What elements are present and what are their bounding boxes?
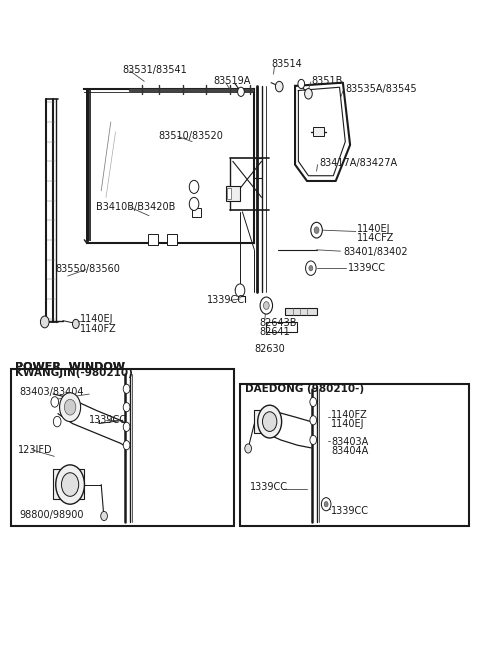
Text: 83403/83404: 83403/83404	[20, 387, 84, 397]
Circle shape	[311, 222, 323, 238]
Bar	[148, 234, 157, 244]
Circle shape	[72, 319, 79, 328]
Circle shape	[56, 465, 84, 504]
Circle shape	[123, 422, 130, 432]
Circle shape	[276, 81, 283, 92]
Bar	[313, 127, 324, 137]
Text: 83404A: 83404A	[331, 446, 368, 456]
Circle shape	[123, 441, 130, 450]
Polygon shape	[254, 411, 276, 434]
Text: 1339CC: 1339CC	[89, 415, 127, 425]
Text: 1339CC: 1339CC	[250, 482, 288, 492]
Circle shape	[310, 397, 317, 407]
Text: 98800/98900: 98800/98900	[20, 510, 84, 520]
Text: 114CFZ: 114CFZ	[357, 233, 395, 243]
Text: 83403A: 83403A	[331, 437, 368, 447]
Circle shape	[310, 436, 317, 445]
Circle shape	[189, 180, 199, 193]
Text: 83550/83560: 83550/83560	[56, 265, 120, 275]
Circle shape	[298, 79, 305, 89]
Bar	[11, 369, 234, 526]
Text: 83535A/83545: 83535A/83545	[345, 84, 417, 94]
Circle shape	[123, 403, 130, 412]
Text: 82630: 82630	[254, 344, 285, 354]
Circle shape	[51, 397, 59, 407]
Text: 1140FZ: 1140FZ	[80, 323, 117, 334]
Circle shape	[260, 297, 273, 314]
Text: 82641: 82641	[259, 327, 290, 338]
Text: 83401/83402: 83401/83402	[343, 247, 408, 257]
Bar	[226, 186, 240, 200]
Text: POWER  WINDOW: POWER WINDOW	[15, 361, 125, 371]
Bar	[167, 234, 177, 244]
Text: 1339CC: 1339CC	[206, 295, 244, 306]
Text: 83514: 83514	[271, 58, 302, 68]
Circle shape	[40, 316, 49, 328]
Circle shape	[61, 473, 79, 496]
Circle shape	[324, 501, 328, 507]
Text: POWER  WINDOW: POWER WINDOW	[15, 361, 125, 371]
Text: 82643B: 82643B	[259, 317, 297, 328]
Circle shape	[305, 89, 312, 99]
Circle shape	[189, 197, 199, 210]
Text: 1140EJ: 1140EJ	[331, 419, 364, 428]
Circle shape	[306, 261, 316, 275]
Circle shape	[263, 412, 277, 432]
Text: 83519A: 83519A	[214, 76, 251, 86]
Bar	[266, 322, 298, 332]
Circle shape	[238, 87, 244, 97]
Circle shape	[258, 405, 282, 438]
Circle shape	[310, 416, 317, 425]
Text: 8351B: 8351B	[312, 76, 343, 85]
Text: 1140EJ: 1140EJ	[80, 314, 113, 325]
Circle shape	[235, 284, 245, 297]
Text: 83510/83520: 83510/83520	[158, 131, 224, 141]
Text: 123IFD: 123IFD	[18, 445, 53, 455]
Circle shape	[60, 393, 81, 422]
Text: DAEDONG (980210-): DAEDONG (980210-)	[245, 384, 364, 394]
Bar	[192, 208, 201, 217]
Text: B3410B/B3420B: B3410B/B3420B	[96, 202, 176, 212]
Text: 1339CC: 1339CC	[348, 263, 386, 273]
Text: 83531/83541: 83531/83541	[123, 64, 188, 74]
Circle shape	[309, 265, 313, 271]
Bar	[240, 384, 469, 526]
Circle shape	[314, 227, 319, 233]
Circle shape	[264, 302, 269, 309]
Polygon shape	[286, 307, 317, 315]
Circle shape	[53, 417, 61, 427]
Polygon shape	[53, 470, 84, 499]
Text: KWANGJIN(-980210): KWANGJIN(-980210)	[15, 368, 133, 378]
Bar	[227, 187, 231, 199]
Circle shape	[64, 399, 76, 415]
Circle shape	[101, 511, 108, 520]
Text: 1339CC: 1339CC	[331, 506, 369, 516]
Text: 1140FZ: 1140FZ	[331, 410, 368, 420]
Text: 1140EJ: 1140EJ	[357, 224, 391, 234]
Text: 83417A/83427A: 83417A/83427A	[319, 158, 397, 168]
Circle shape	[245, 444, 252, 453]
Circle shape	[123, 384, 130, 394]
Circle shape	[322, 497, 331, 510]
